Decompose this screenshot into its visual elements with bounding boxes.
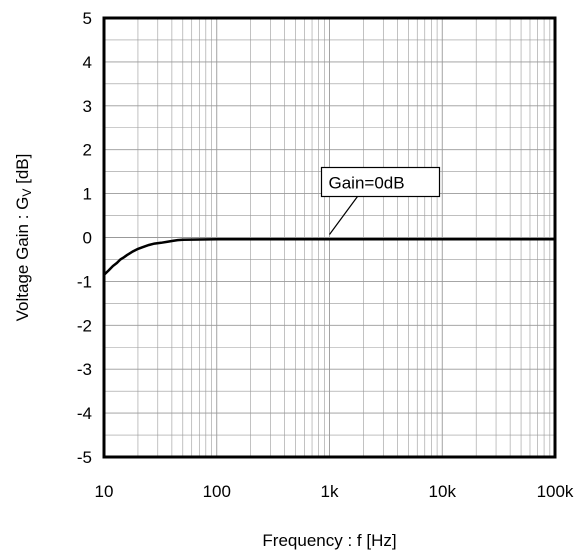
y-axis-label-unit: [dB] [13, 154, 32, 189]
y-tick-label: 5 [83, 9, 92, 28]
x-tick-label: 10 [95, 482, 114, 501]
y-tick-label: -3 [77, 360, 92, 379]
annotation-box [320, 166, 441, 198]
y-axis-label-main: Voltage Gain : G [13, 197, 32, 322]
annotation-label: Gain=0dB [329, 174, 405, 193]
y-tick-label: 0 [83, 229, 92, 248]
x-tick-label: 100k [537, 482, 574, 501]
x-tick-label: 1k [321, 482, 339, 501]
grid [104, 18, 555, 457]
gain-curve [103, 238, 555, 276]
y-tick-label: -4 [77, 404, 92, 423]
y-tick-label: 4 [83, 53, 92, 72]
y-tick-label: -1 [77, 272, 92, 291]
x-axis-label: Frequency : f [Hz] [262, 531, 396, 550]
y-axis-label: Voltage Gain : GV [dB] [13, 154, 34, 322]
annotation-leader [329, 196, 358, 235]
y-tick-label: 3 [83, 97, 92, 116]
plot-frame [102, 16, 557, 459]
x-tick-label: 100 [203, 482, 231, 501]
y-tick-label: -2 [77, 316, 92, 335]
x-tick-label: 10k [429, 482, 457, 501]
tick-labels: 10 100 1k 10k 100k -5 -4 -3 -2 -1 0 1 2 3 4 5 [77, 9, 574, 501]
y-tick-label: 2 [83, 141, 92, 160]
y-axis-label-sub: V [20, 189, 34, 197]
y-tick-label: 1 [83, 185, 92, 204]
y-tick-label: -5 [77, 448, 92, 467]
